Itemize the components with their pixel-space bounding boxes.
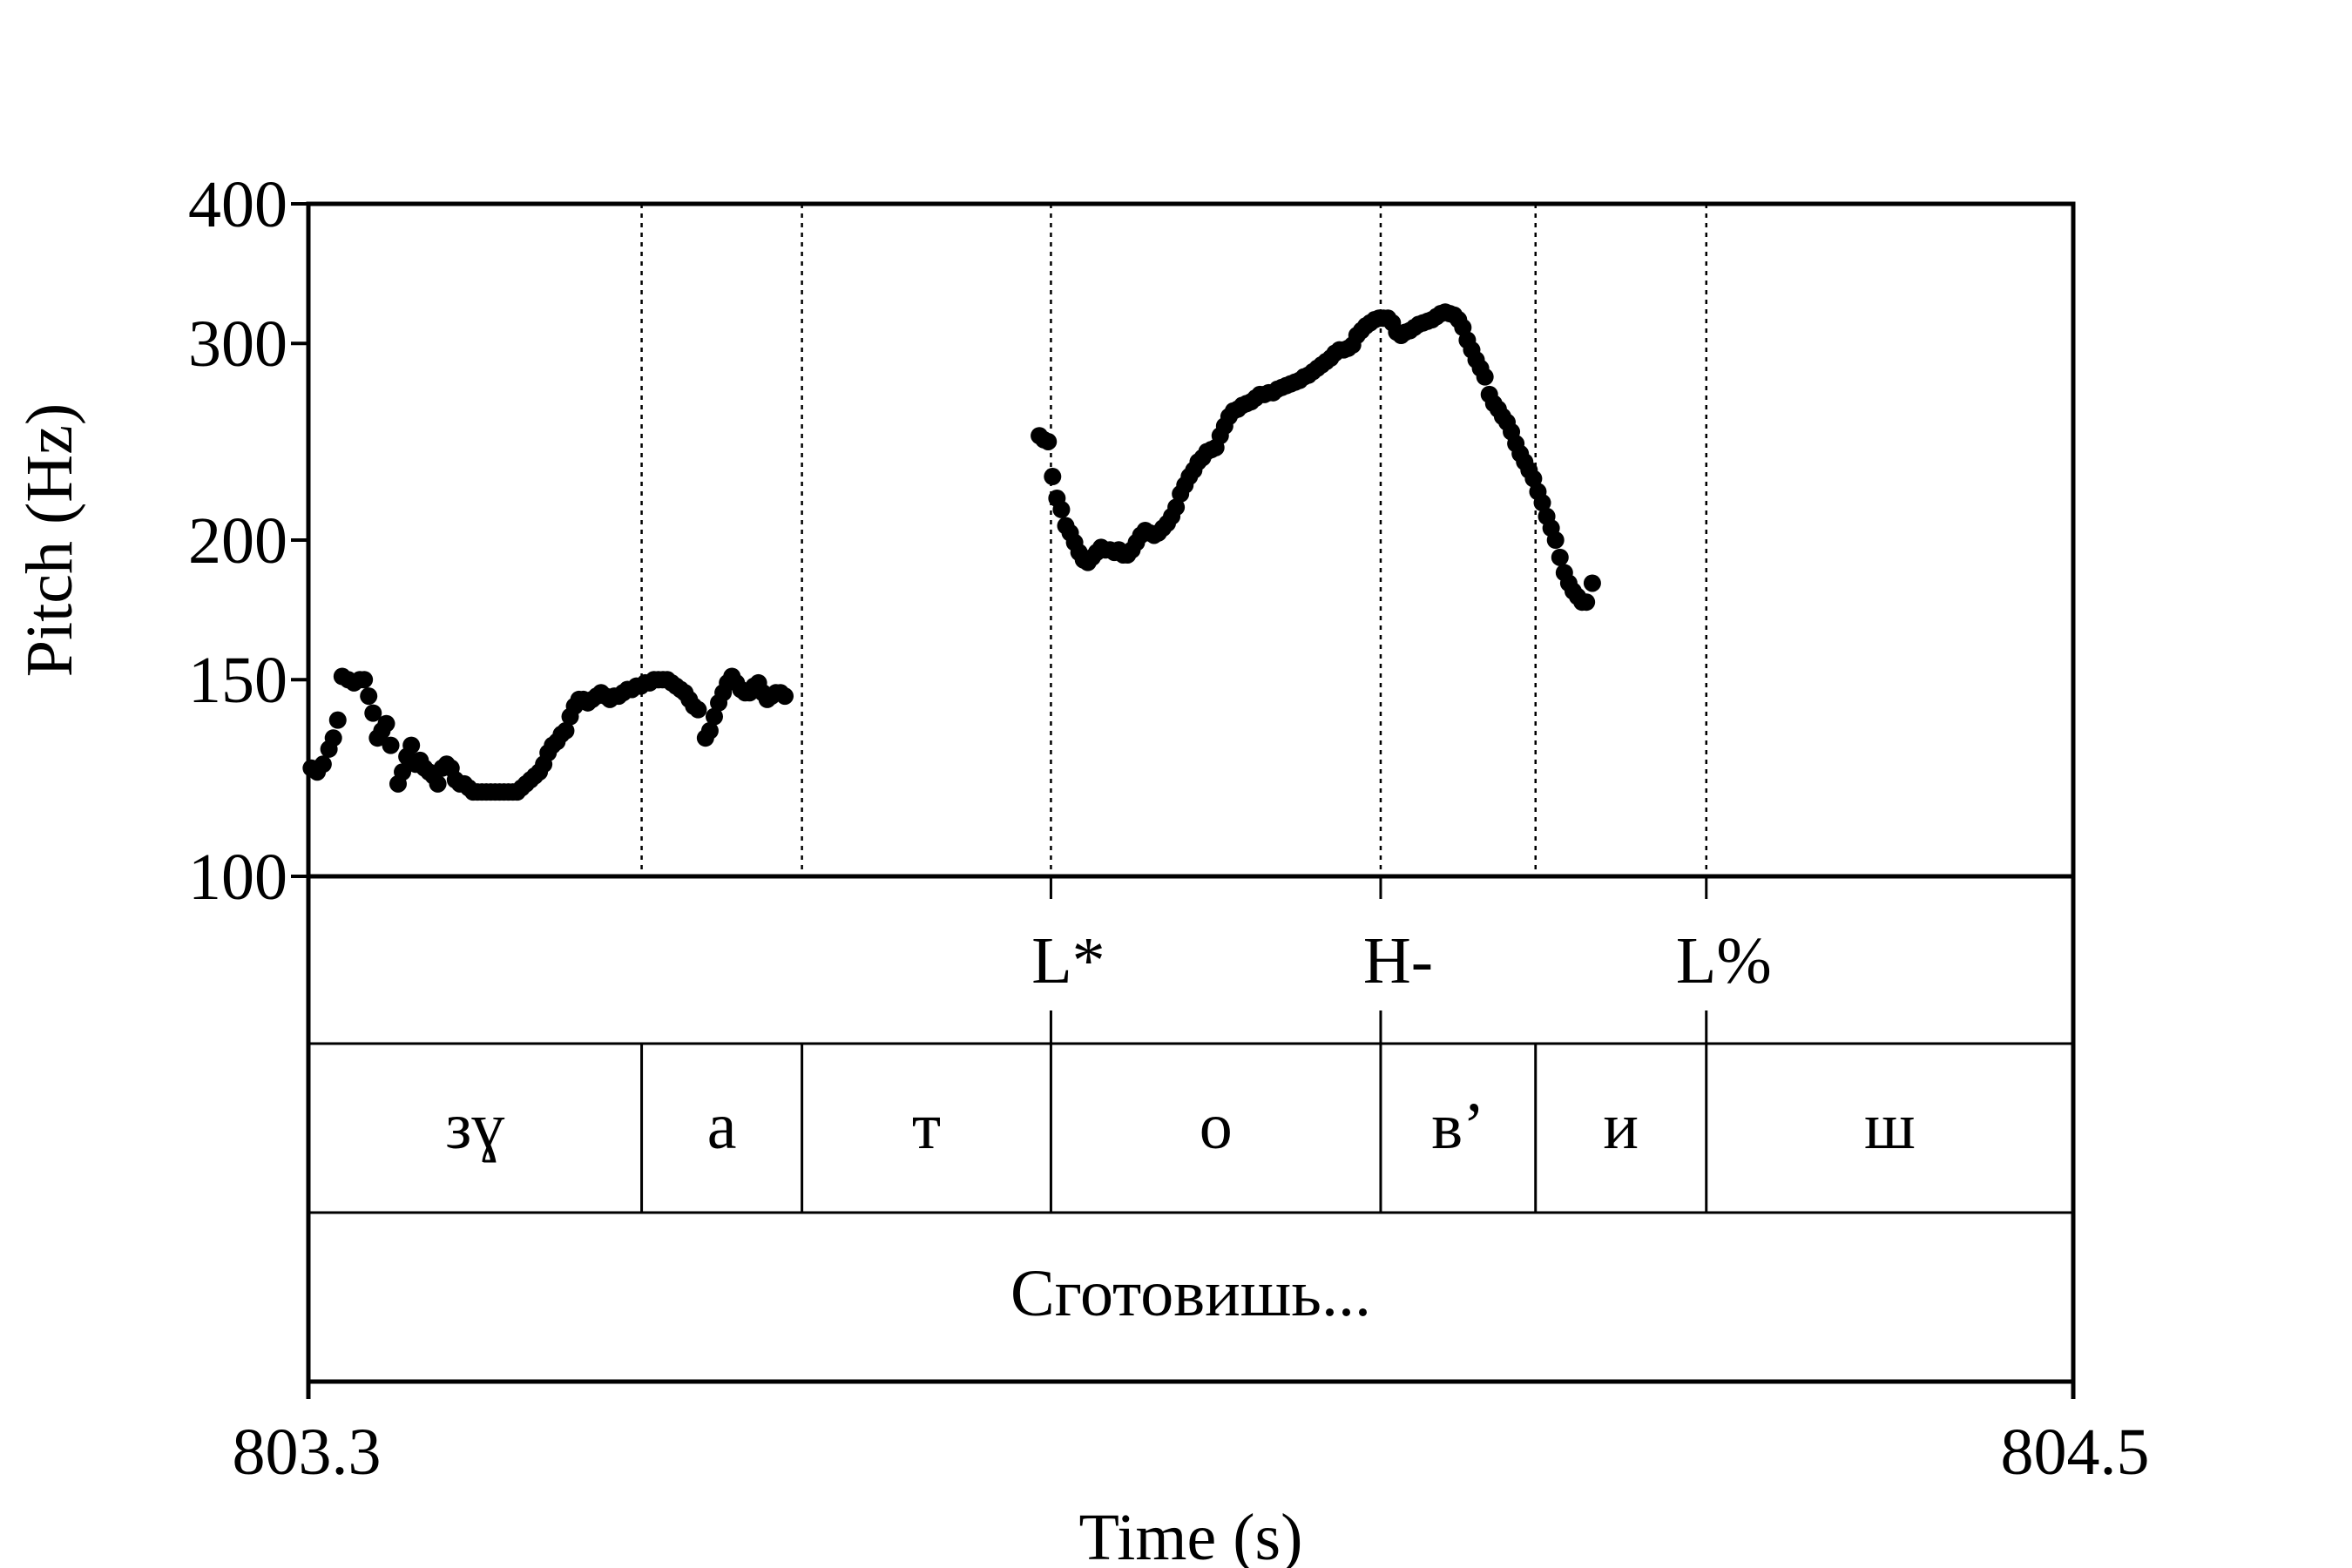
tone-label: L%: [1676, 924, 1772, 997]
segment-label: и: [1603, 1090, 1639, 1163]
pitch-point: [314, 755, 332, 774]
pitch-point: [557, 721, 575, 740]
segment-label: о: [1200, 1090, 1233, 1163]
pitch-point: [394, 763, 412, 781]
pitch-point: [402, 736, 421, 754]
pitch-point: [377, 714, 395, 733]
segment-label: зɣ: [445, 1090, 504, 1163]
pitch-point: [700, 721, 719, 740]
y-axis-label: Pitch (Hz): [13, 403, 86, 677]
pitch-point: [1476, 368, 1494, 386]
pitch-point: [1533, 494, 1551, 512]
pitch-point: [328, 711, 347, 729]
pitch-point: [364, 704, 382, 722]
segment-label: ш: [1864, 1090, 1916, 1163]
pitch-point: [355, 671, 374, 689]
tone-tier-border: [307, 875, 2075, 1045]
segment-label: а: [707, 1090, 737, 1163]
pitch-point: [324, 729, 342, 747]
pitch-point: [1167, 498, 1186, 517]
segment-label: т: [912, 1090, 941, 1163]
segment-tier: зɣ а т о в’ и ш: [445, 1090, 1915, 1163]
pitch-point: [1578, 593, 1596, 612]
pitch-point: [1583, 574, 1601, 592]
pitch-panel-border: [306, 201, 2076, 879]
y-tick-label: 200: [188, 504, 287, 578]
boundary-lines: [640, 204, 1708, 1213]
y-tick-label: 100: [188, 841, 287, 914]
segment-tier-border: [307, 1042, 2075, 1214]
tone-label: L*: [1031, 924, 1105, 997]
x-tick-label-end: 804.5: [2001, 1416, 2150, 1489]
word-label: Сготовишь...: [1010, 1257, 1371, 1330]
y-tick-label: 300: [188, 308, 287, 381]
y-tick-label: 400: [188, 168, 287, 241]
pitch-point: [1546, 531, 1565, 549]
pitch-point: [1039, 432, 1058, 450]
plot-frame: [306, 201, 2076, 1399]
pitch-point: [1044, 468, 1062, 486]
pitch-point: [689, 700, 707, 719]
pitch-point: [705, 707, 723, 726]
pitch-point: [776, 687, 794, 706]
tone-tier: L* H- L%: [1031, 876, 1772, 1044]
y-axis: 100 150 200 300 400: [188, 168, 308, 914]
x-axis-label: Time (s): [1079, 1501, 1303, 1568]
segment-label: в’: [1431, 1090, 1484, 1163]
x-tick-label-start: 803.3: [233, 1416, 382, 1489]
pitch-point: [360, 687, 378, 706]
pitch-points: [302, 303, 1601, 801]
y-tick-label: 150: [188, 644, 287, 717]
tone-label: H-: [1363, 924, 1433, 997]
pitch-point: [1052, 500, 1071, 518]
pitch-point: [382, 736, 400, 754]
pitch-point: [429, 774, 447, 793]
pitch-point: [1551, 548, 1569, 566]
